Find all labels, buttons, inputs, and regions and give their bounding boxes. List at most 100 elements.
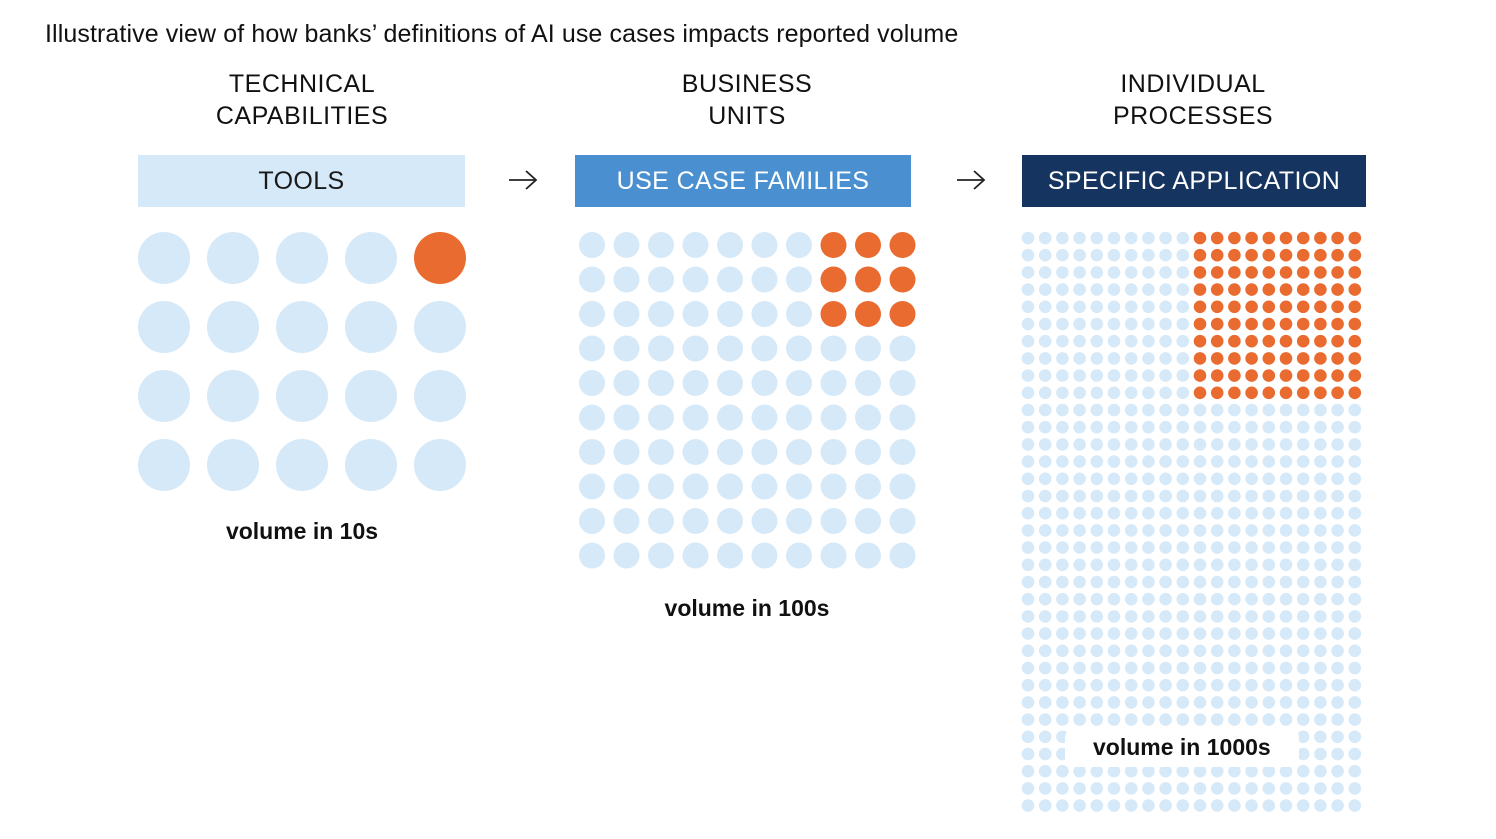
dot (1090, 713, 1104, 726)
dot (1021, 661, 1035, 675)
dot (1176, 713, 1190, 726)
dot (1176, 644, 1190, 658)
column-header-line2: CAPABILITIES (215, 102, 389, 130)
dot (1176, 438, 1190, 451)
dot (1331, 713, 1344, 726)
highlighted-dot (1193, 334, 1207, 348)
dot (1296, 661, 1310, 675)
dot (1038, 610, 1052, 623)
dot (1176, 472, 1190, 486)
dot (1038, 438, 1052, 451)
dot (1193, 764, 1207, 778)
highlighted-dot (1279, 317, 1293, 331)
dot (1245, 558, 1258, 572)
dot (751, 266, 778, 293)
dot (1279, 541, 1293, 554)
dot (1124, 386, 1138, 400)
dot (1228, 696, 1241, 709)
highlighted-dot (1245, 334, 1258, 348)
highlighted-dot (1245, 300, 1258, 314)
dot (1056, 352, 1069, 365)
dot (1056, 472, 1069, 486)
dot (1090, 283, 1104, 296)
dot (1245, 575, 1258, 589)
dot (1142, 696, 1155, 709)
dot (1228, 541, 1241, 554)
highlighted-dot (1348, 317, 1362, 331)
dot (1107, 592, 1121, 606)
dot (1124, 317, 1138, 331)
dot (1142, 541, 1155, 554)
dot (1210, 799, 1224, 812)
highlighted-dot (1193, 231, 1207, 245)
dot (1124, 575, 1138, 589)
dot (1314, 472, 1327, 486)
dot (1021, 644, 1035, 658)
dot (1176, 300, 1190, 314)
dot (1056, 266, 1069, 279)
dot (1038, 334, 1052, 348)
dot (1021, 300, 1035, 314)
dot (1262, 696, 1276, 709)
dot (1279, 592, 1293, 606)
dot (1021, 506, 1035, 520)
dot (1279, 524, 1293, 537)
dot (1314, 713, 1327, 726)
dot (820, 335, 847, 362)
dot (648, 508, 674, 534)
dot (1193, 506, 1207, 520)
dot (751, 473, 778, 500)
highlighted-dot (1279, 283, 1293, 296)
dot (1245, 782, 1258, 795)
dot (1210, 627, 1224, 640)
dot (1296, 713, 1310, 726)
dot (1348, 610, 1362, 623)
dot (1262, 678, 1276, 692)
dot (1056, 782, 1069, 795)
dot (1159, 300, 1172, 314)
dot (1296, 506, 1310, 520)
highlighted-dot (1348, 334, 1362, 348)
dot (1090, 799, 1104, 812)
dot (1210, 524, 1224, 537)
use-case-families-dot-grid (579, 232, 916, 569)
highlighted-dot (1348, 266, 1362, 279)
highlighted-dot (1262, 386, 1276, 400)
dot (1021, 369, 1035, 382)
dot (1038, 661, 1052, 675)
dot (1038, 644, 1052, 658)
dot (855, 542, 881, 569)
dot (717, 370, 743, 396)
dot (579, 301, 605, 327)
dot (1090, 300, 1104, 314)
dot (1038, 627, 1052, 640)
right-arrow-icon (509, 170, 538, 190)
column-header-line1: BUSINESS (681, 70, 813, 98)
highlighted-dot (1228, 231, 1241, 245)
dot (1314, 575, 1327, 589)
dot (1090, 644, 1104, 658)
dot (1245, 610, 1258, 623)
dot (1228, 661, 1241, 675)
dot (1056, 438, 1069, 451)
dot (786, 508, 812, 534)
dot (1021, 541, 1035, 554)
dot (786, 370, 812, 396)
highlighted-dot (1210, 386, 1224, 400)
dot (579, 266, 605, 293)
dot (648, 232, 674, 258)
dot (1296, 764, 1310, 778)
dot (1107, 644, 1121, 658)
dot (1314, 438, 1327, 451)
dot (1210, 661, 1224, 675)
dot (1073, 472, 1086, 486)
dot (1090, 455, 1104, 468)
dot (1245, 420, 1258, 434)
highlighted-dot (1314, 386, 1327, 400)
dot (820, 508, 847, 534)
dot (1331, 455, 1344, 468)
dot (1124, 782, 1138, 795)
dot (889, 335, 916, 362)
dot (1348, 489, 1362, 503)
dot (1228, 455, 1241, 468)
